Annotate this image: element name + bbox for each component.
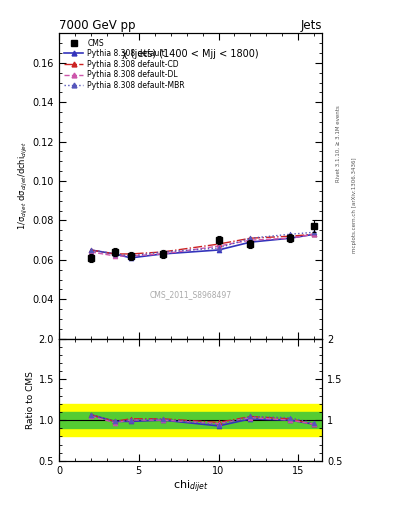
Y-axis label: 1/σ$_{dijet}$ dσ$_{dijet}$/dchi$_{dijet}$: 1/σ$_{dijet}$ dσ$_{dijet}$/dchi$_{dijet}… — [17, 142, 30, 230]
Text: CMS_2011_S8968497: CMS_2011_S8968497 — [150, 290, 231, 299]
X-axis label: chi$_{dijet}$: chi$_{dijet}$ — [173, 478, 208, 495]
Text: Rivet 3.1.10, ≥ 3.1M events: Rivet 3.1.10, ≥ 3.1M events — [336, 105, 341, 182]
Text: χ (jets) (1400 < Mjj < 1800): χ (jets) (1400 < Mjj < 1800) — [122, 49, 259, 58]
Text: 7000 GeV pp: 7000 GeV pp — [59, 19, 136, 32]
Text: Jets: Jets — [301, 19, 322, 32]
Bar — [59, 412, 322, 428]
Text: mcplots.cern.ch [arXiv:1306.3436]: mcplots.cern.ch [arXiv:1306.3436] — [352, 157, 357, 252]
Legend: CMS, Pythia 8.308 default, Pythia 8.308 default-CD, Pythia 8.308 default-DL, Pyt: CMS, Pythia 8.308 default, Pythia 8.308 … — [63, 37, 186, 91]
Bar — [59, 404, 322, 436]
Y-axis label: Ratio to CMS: Ratio to CMS — [26, 371, 35, 429]
